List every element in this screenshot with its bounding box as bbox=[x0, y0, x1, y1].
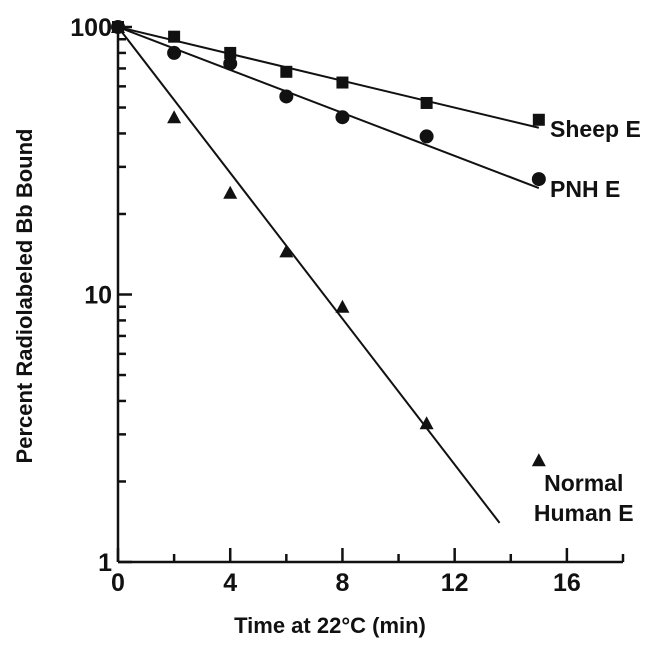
normal-human-e-point bbox=[167, 110, 182, 124]
sheep-e-point bbox=[224, 46, 237, 59]
x-tick-label: 8 bbox=[335, 569, 349, 597]
x-tick-label: 16 bbox=[553, 569, 581, 597]
normal-human-e-point bbox=[335, 299, 350, 313]
axes: 1 10 100 0 4 8 12 16 bbox=[70, 14, 625, 597]
y-tick-label: 100 bbox=[70, 14, 112, 42]
pnh-e-point bbox=[531, 172, 546, 187]
x-axis-label: Time at 22°C (min) bbox=[234, 613, 426, 638]
pnh-e-point bbox=[279, 89, 294, 104]
normal-human-e-point bbox=[223, 185, 238, 199]
y-tick-label: 10 bbox=[84, 282, 112, 310]
fit-lines bbox=[117, 26, 540, 524]
sheep-e-fit-line bbox=[117, 26, 540, 129]
normal-human-e-label: Human E bbox=[534, 500, 634, 526]
x-tick-label: 0 bbox=[111, 569, 125, 597]
sheep-e-point bbox=[168, 30, 181, 43]
pnh-e-fit-line bbox=[117, 26, 540, 189]
y-tick-label: 1 bbox=[98, 549, 112, 577]
normal-human-e-point bbox=[279, 244, 294, 258]
normal-human-e-fit-line bbox=[117, 26, 501, 524]
normal-human-e-point bbox=[531, 453, 546, 467]
sheep-e-point bbox=[280, 65, 293, 78]
pnh-e-point bbox=[335, 110, 350, 125]
pnh-e-label: PNH E bbox=[550, 176, 620, 202]
normal-human-e-label: Normal bbox=[544, 470, 623, 496]
normal-human-e-point bbox=[111, 20, 125, 33]
y-axis-label: Percent Radiolabeled Bb Bound bbox=[12, 129, 37, 464]
series-labels: Sheep E PNH E Normal Human E bbox=[534, 116, 641, 526]
sheep-e-label: Sheep E bbox=[550, 116, 641, 142]
pnh-e-point bbox=[167, 45, 182, 60]
normal-human-e-point bbox=[419, 416, 434, 430]
pnh-e-point bbox=[419, 129, 434, 144]
sheep-e-point bbox=[336, 76, 349, 89]
x-tick-label: 12 bbox=[441, 569, 469, 597]
sheep-e-point bbox=[420, 96, 433, 109]
pnh-e-point bbox=[223, 56, 238, 71]
sheep-e-point bbox=[532, 113, 545, 126]
data-points bbox=[111, 20, 546, 467]
x-tick-label: 4 bbox=[223, 569, 237, 597]
